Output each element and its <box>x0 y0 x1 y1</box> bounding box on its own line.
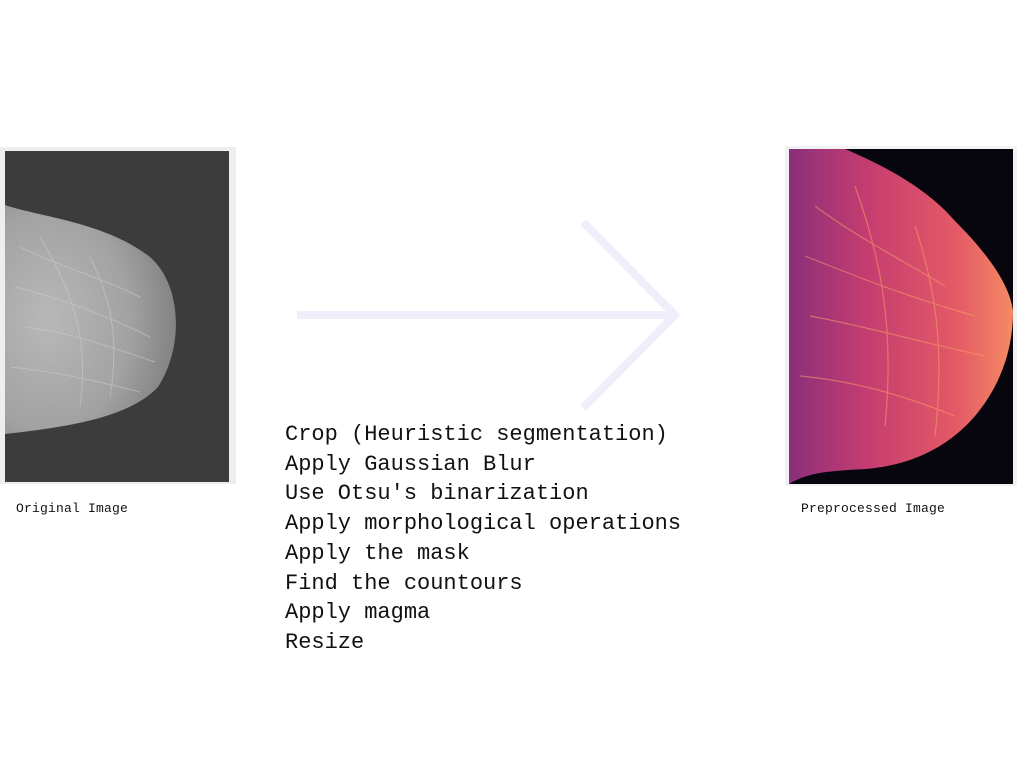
step-item: Apply Gaussian Blur <box>285 451 536 477</box>
step-item: Apply the mask <box>285 540 470 566</box>
step-item: Resize <box>285 629 365 655</box>
breast-tissue-magma <box>789 149 1013 484</box>
step-item: Apply morphological operations <box>285 511 682 537</box>
original-image <box>0 147 236 484</box>
preprocessing-steps-list: Crop (Heuristic segmentation) Apply Gaus… <box>285 420 681 658</box>
original-mammogram-graphic <box>5 151 229 482</box>
preprocessed-mammogram-graphic <box>789 149 1013 484</box>
step-item: Find the countours <box>285 570 523 596</box>
step-item: Crop (Heuristic segmentation) <box>285 422 668 447</box>
arrow-right-icon <box>297 219 681 411</box>
breast-tissue <box>5 205 176 434</box>
step-item: Apply magma <box>285 600 431 626</box>
preprocessed-image <box>785 146 1017 486</box>
original-image-caption: Original Image <box>16 501 129 516</box>
step-item: Use Otsu's binarization <box>285 481 589 507</box>
preprocessed-image-caption: Preprocessed Image <box>801 501 946 516</box>
